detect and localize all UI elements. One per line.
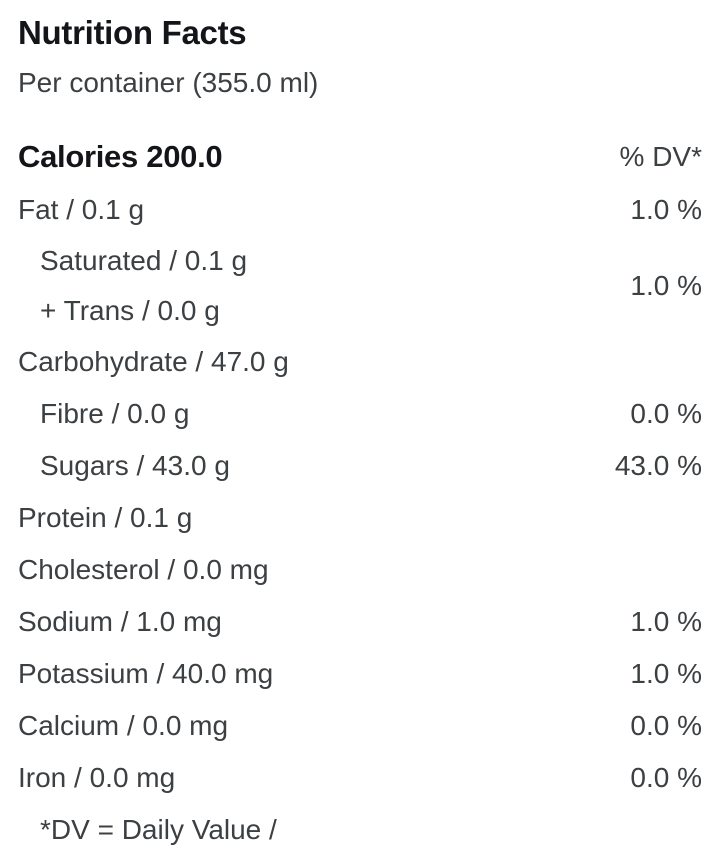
nutrient-row-potassium: Potassium / 40.0 mg 1.0 % xyxy=(18,648,702,700)
nutrient-row-cholesterol: Cholesterol / 0.0 mg xyxy=(18,544,702,596)
dv-column-header: % DV* xyxy=(619,141,702,172)
dv-footnote: *DV = Daily Value / xyxy=(18,804,702,856)
nutrient-label-saturated: Saturated / 0.1 g xyxy=(40,245,248,276)
nutrient-dv: 1.0 % xyxy=(630,270,702,301)
nutrient-dv: 43.0 % xyxy=(614,450,702,481)
nutrient-row-calcium: Calcium / 0.0 mg 0.0 % xyxy=(18,700,702,752)
nutrient-label: Cholesterol / 0.0 mg xyxy=(18,554,269,585)
saturated-trans-lines: Saturated / 0.1 g + Trans / 0.0 g xyxy=(18,236,247,336)
nutrient-dv: 0.0 % xyxy=(630,710,702,741)
nutrient-row-saturated-trans: Saturated / 0.1 g + Trans / 0.0 g 1.0 % xyxy=(18,236,702,336)
nutrient-dv: 1.0 % xyxy=(630,658,702,689)
nutrient-row-sugars: Sugars / 43.0 g 43.0 % xyxy=(18,440,702,492)
nutrient-label: Fat / 0.1 g xyxy=(18,194,145,225)
nutrient-row-iron: Iron / 0.0 mg 0.0 % xyxy=(18,752,702,804)
nutrient-label: Protein / 0.1 g xyxy=(18,502,193,533)
panel-title: Nutrition Facts xyxy=(18,14,247,51)
dv-footnote-text: *DV = Daily Value / xyxy=(40,814,277,845)
serving-size: Per container (355.0 ml) xyxy=(18,67,319,98)
section-spacer xyxy=(18,104,702,130)
nutrient-row-protein: Protein / 0.1 g xyxy=(18,492,702,544)
nutrient-label: Sugars / 43.0 g xyxy=(40,450,230,481)
nutrient-row-sodium: Sodium / 1.0 mg 1.0 % xyxy=(18,596,702,648)
nutrient-row-fat: Fat / 0.1 g 1.0 % xyxy=(18,184,702,236)
nutrient-row-fibre: Fibre / 0.0 g 0.0 % xyxy=(18,388,702,440)
nutrient-dv: 1.0 % xyxy=(630,194,702,225)
nutrient-label: Sodium / 1.0 mg xyxy=(18,606,222,637)
nutrient-dv: 0.0 % xyxy=(630,762,702,793)
nutrient-label: Calcium / 0.0 mg xyxy=(18,710,229,741)
nutrient-label: Potassium / 40.0 mg xyxy=(18,658,274,689)
nutrient-row-carbohydrate: Carbohydrate / 47.0 g xyxy=(18,336,702,388)
nutrient-label-trans: + Trans / 0.0 g xyxy=(40,295,220,326)
nutrient-dv: 1.0 % xyxy=(630,606,702,637)
calories-row: Calories 200.0 % DV* xyxy=(18,130,702,184)
nutrient-label: Fibre / 0.0 g xyxy=(40,398,190,429)
nutrient-dv: 0.0 % xyxy=(630,398,702,429)
nutrient-label: Iron / 0.0 mg xyxy=(18,762,176,793)
nutrient-label: Carbohydrate / 47.0 g xyxy=(18,346,289,377)
calories-value: Calories 200.0 xyxy=(18,139,223,174)
